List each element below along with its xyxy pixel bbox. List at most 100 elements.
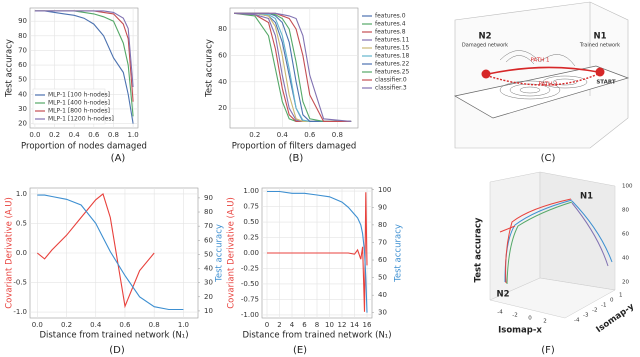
chart: 0.2 0.4 0.6 0.8 20 40 60 80 Proportion of filter… [205, 7, 410, 164]
y-tick-label: 60 [218, 51, 227, 59]
path1-label: PATH 1 [530, 58, 549, 64]
y-tick-label: 60 [18, 61, 27, 69]
n2-note: Damaged network [462, 43, 508, 49]
series-line [234, 12, 352, 122]
y2-tick-label: 40 [204, 265, 213, 273]
x-axis-label: Isomap-x [498, 326, 542, 336]
x-tick-label: 0.4 [90, 321, 102, 329]
y-axis-label: Test accuracy [205, 39, 215, 98]
series-line [34, 10, 134, 124]
y2-tick-label: 60 [378, 256, 387, 264]
x-axis-label: Proportion of filters damaged [232, 142, 356, 152]
legend-label: classifier.0 [375, 77, 407, 84]
y2-tick-label: 30 [204, 279, 213, 287]
y2-tick-label: 100 [378, 186, 391, 194]
y-tick-label: 0 [610, 298, 614, 304]
legend-label: features.25 [375, 69, 410, 76]
y2-tick-label: 50 [204, 250, 213, 258]
legend-label: features.0 [375, 13, 406, 20]
y-tick-label: -1.00 [241, 311, 259, 319]
x-tick-label: 0.0 [32, 321, 43, 329]
legend-label: MLP-1 [800 h-nodes] [48, 108, 110, 115]
legend-label: features.15 [375, 45, 410, 52]
series-line [267, 192, 368, 312]
y-tick-label: 0.5 [16, 219, 27, 227]
y-tick-label: 0.75 [243, 203, 259, 211]
y2-tick-label: 50 [378, 274, 387, 282]
x-tick-label: 0.2 [49, 131, 60, 139]
y-tick-label: 40 [218, 78, 227, 86]
y2-tick-label: 10 [204, 307, 213, 315]
y-tick-label: -4 [574, 318, 580, 324]
y-tick-label: 80 [218, 25, 227, 33]
x-tick-label: -4 [497, 310, 503, 316]
y2-tick-label: 90 [378, 203, 387, 211]
y-tick-label: -0.5 [13, 279, 27, 287]
y-tick-label: 20 [18, 120, 27, 128]
legend-label: MLP-1 [400 h-nodes] [48, 100, 110, 107]
z-tick-label: 60 [622, 232, 629, 238]
x-tick-label: 0.4 [277, 131, 289, 139]
x-axis-label: Proportion of nodes damaged [21, 142, 147, 152]
y-tick-label: 30 [18, 105, 27, 113]
y-axis-label: Covariant Derivative (A.U) [5, 197, 15, 309]
y-tick-label: -0.25 [241, 264, 259, 272]
y-axis-label: Covariant Derivative (A.U) [227, 197, 237, 309]
x-axis-label: Distance from trained network (N₁) [242, 331, 391, 341]
panel-label: (F) [541, 345, 555, 356]
series-line [34, 10, 134, 88]
y2-tick-label: 20 [204, 293, 213, 301]
legend-label: MLP-1 [100 h-nodes] [48, 92, 110, 99]
trajectories [499, 198, 613, 285]
y-tick-label: 70 [18, 46, 27, 54]
y-tick-label: -1 [601, 303, 606, 309]
z-tick-label: 20 [622, 280, 629, 286]
series-line [36, 192, 155, 309]
n2-dot [481, 69, 491, 79]
z-axis-label: Test accuracy [474, 217, 484, 282]
y-tick-label: 40 [18, 90, 27, 98]
z-tick-label: 100 [622, 184, 633, 190]
x-tick-label: 8 [315, 321, 319, 329]
y2-tick-label: 80 [378, 221, 387, 229]
x-tick-label: 0.2 [249, 131, 260, 139]
z-tick-label: 40 [622, 256, 629, 262]
y-axis-label: Test accuracy [5, 39, 15, 98]
x-tick-label: 0.8 [332, 131, 343, 139]
y2-axis-label: Test accuracy [215, 224, 225, 283]
legend-label: classifier.3 [375, 85, 407, 92]
legend-label: MLP-1 [1200 h-nodes] [48, 116, 114, 123]
y2-tick-label: 90 [204, 194, 213, 202]
side-pane [539, 171, 616, 291]
n2-label: N2 [496, 290, 509, 300]
x-tick-label: 1.0 [128, 131, 139, 139]
x-tick-label: 1.0 [178, 321, 189, 329]
contours [499, 50, 588, 100]
x-tick-label: 0.4 [69, 131, 81, 139]
chart: 0.0 0.2 0.4 0.6 0.8 1.0 20 30 40 50 60 70 80 90 Propor… [5, 7, 147, 164]
x-tick-label: 10 [325, 321, 334, 329]
n1-label: N1 [580, 192, 593, 202]
y2-tick-label: 60 [204, 236, 213, 244]
n1-label: N1 [593, 32, 606, 42]
panel-label: (C) [541, 153, 556, 164]
y-tick-label: 1.0 [16, 190, 27, 198]
panel-label: (D) [109, 345, 125, 356]
start-label: START [596, 80, 616, 86]
x-tick-label: 14 [350, 321, 359, 329]
legend-label: features.18 [375, 53, 410, 60]
panel-label: (A) [111, 153, 126, 164]
z-tick-label: 80 [622, 208, 629, 214]
floor-pane [489, 277, 616, 319]
series-line [267, 190, 368, 313]
x-tick-label: 12 [338, 321, 347, 329]
y2-tick-label: 70 [378, 238, 387, 246]
y-tick-label: 50 [18, 76, 27, 84]
back-pane [489, 171, 541, 301]
y2-tick-label: 30 [378, 309, 387, 317]
x-axis-label: Distance from trained network (N₁) [39, 331, 188, 341]
x-tick-label: 0.0 [29, 131, 40, 139]
y2-tick-label: 40 [378, 291, 387, 299]
path2-label: PATH 2 [538, 82, 557, 88]
legend-label: features.4 [375, 21, 406, 28]
